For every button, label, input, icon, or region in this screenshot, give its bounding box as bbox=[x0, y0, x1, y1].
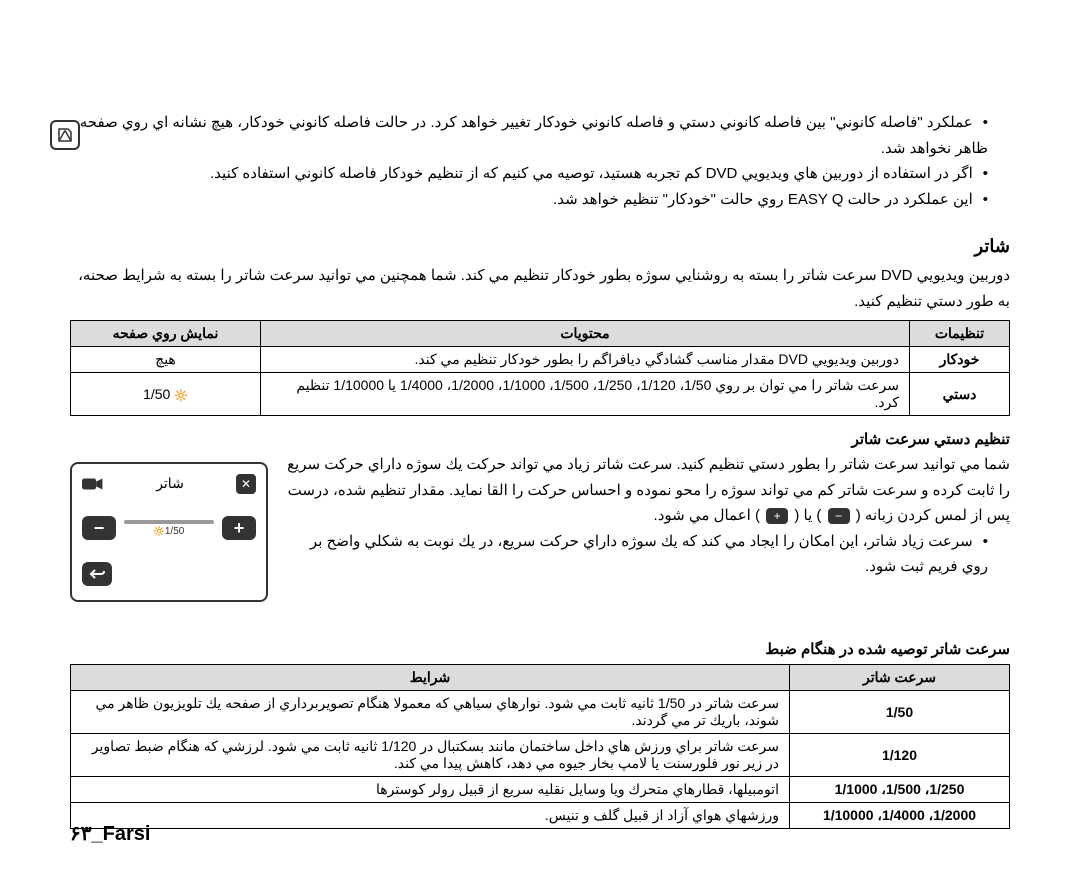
close-icon[interactable]: ✕ bbox=[236, 474, 256, 494]
speed-table: سرعت شاتر شرايط 1/50 سرعت شاتر در 1/50 ث… bbox=[70, 664, 1010, 829]
cell-auto-display: هيچ bbox=[71, 347, 261, 373]
cell-manual-content: سرعت شاتر را مي توان بر روي 1/50، 1/120،… bbox=[261, 373, 910, 416]
shutter-title: شاتر bbox=[70, 236, 1010, 257]
slider-track[interactable] bbox=[124, 520, 214, 524]
table-row: 1/250، 1/500، 1/1000 اتومبيلها، قطارهاي … bbox=[71, 777, 1010, 803]
col-display: نمايش روي صفحه bbox=[71, 321, 261, 347]
slider-value: 🔆1/50 bbox=[124, 526, 214, 537]
col-cond: شرايط bbox=[71, 665, 790, 691]
back-button[interactable] bbox=[82, 562, 112, 586]
col-contents: محتويات bbox=[261, 321, 910, 347]
cell-speed: 1/250، 1/500، 1/1000 bbox=[790, 777, 1010, 803]
cell-manual-label: دستي bbox=[910, 373, 1010, 416]
device-screenshot: شاتر ✕ − 🔆1/50 + bbox=[70, 462, 268, 602]
table-row: 1/50 سرعت شاتر در 1/50 ثانيه ثابت مي شود… bbox=[71, 691, 1010, 734]
note-icon bbox=[50, 120, 80, 150]
table-row: تنظيمات محتويات نمايش روي صفحه bbox=[71, 321, 1010, 347]
manual-shutter-title: تنظيم دستي سرعت شاتر bbox=[70, 430, 1010, 448]
col-settings: تنظيمات bbox=[910, 321, 1010, 347]
cell-speed: 1/2000، 1/4000، 1/10000 bbox=[790, 803, 1010, 829]
cell-cond: ورزشهاي هواي آزاد از قبيل گلف و تنيس. bbox=[71, 803, 790, 829]
note-item: عملکرد "فاصله کانوني" بين فاصله کانوني د… bbox=[70, 110, 988, 161]
shutter-desc: دوربين ويديويي DVD سرعت شاتر را بسته به … bbox=[70, 263, 1010, 314]
table-row: دستي سرعت شاتر را مي توان بر روي 1/50، 1… bbox=[71, 373, 1010, 416]
table-row: سرعت شاتر شرايط bbox=[71, 665, 1010, 691]
cell-speed: 1/50 bbox=[790, 691, 1010, 734]
minus-inline-icon: − bbox=[828, 508, 850, 524]
note-item: اگر در استفاده از دوربين هاي ويديويي DVD… bbox=[70, 161, 988, 187]
cell-speed: 1/120 bbox=[790, 734, 1010, 777]
cell-manual-display: 🔆 1/50 bbox=[71, 373, 261, 416]
plus-inline-icon: + bbox=[766, 508, 788, 524]
cell-cond: سرعت شاتر براي ورزش هاي داخل ساختمان مان… bbox=[71, 734, 790, 777]
page-footer: ۶۳_Farsi bbox=[70, 821, 150, 846]
settings-table: تنظيمات محتويات نمايش روي صفحه خودکار دو… bbox=[70, 320, 1010, 416]
minus-button[interactable]: − bbox=[82, 516, 116, 540]
table-row: 1/2000، 1/4000، 1/10000 ورزشهاي هواي آزا… bbox=[71, 803, 1010, 829]
cell-auto-content: دوربين ويديويي DVD مقدار مناسب گشادگي دي… bbox=[261, 347, 910, 373]
cell-manual-display-text: 1/50 bbox=[143, 386, 170, 402]
cell-cond: سرعت شاتر در 1/50 ثانيه ثابت مي شود. نوا… bbox=[71, 691, 790, 734]
plus-button[interactable]: + bbox=[222, 516, 256, 540]
table-row: 1/120 سرعت شاتر براي ورزش هاي داخل ساختم… bbox=[71, 734, 1010, 777]
shutter-indicator-icon: 🔆 bbox=[174, 390, 188, 402]
camera-icon bbox=[82, 476, 104, 492]
speed-section-title: سرعت شاتر توصيه شده در هنگام ضبط bbox=[70, 640, 1010, 658]
notes-list: عملکرد "فاصله کانوني" بين فاصله کانوني د… bbox=[70, 110, 1010, 212]
table-row: خودکار دوربين ويديويي DVD مقدار مناسب گش… bbox=[71, 347, 1010, 373]
note-item: اين عملکرد در حالت EASY Q روي حالت "خودک… bbox=[70, 187, 988, 213]
cell-cond: اتومبيلها، قطارهاي متحرك ويا وسايل نقليه… bbox=[71, 777, 790, 803]
col-speed: سرعت شاتر bbox=[790, 665, 1010, 691]
cell-auto-label: خودکار bbox=[910, 347, 1010, 373]
device-label: شاتر bbox=[156, 476, 184, 493]
